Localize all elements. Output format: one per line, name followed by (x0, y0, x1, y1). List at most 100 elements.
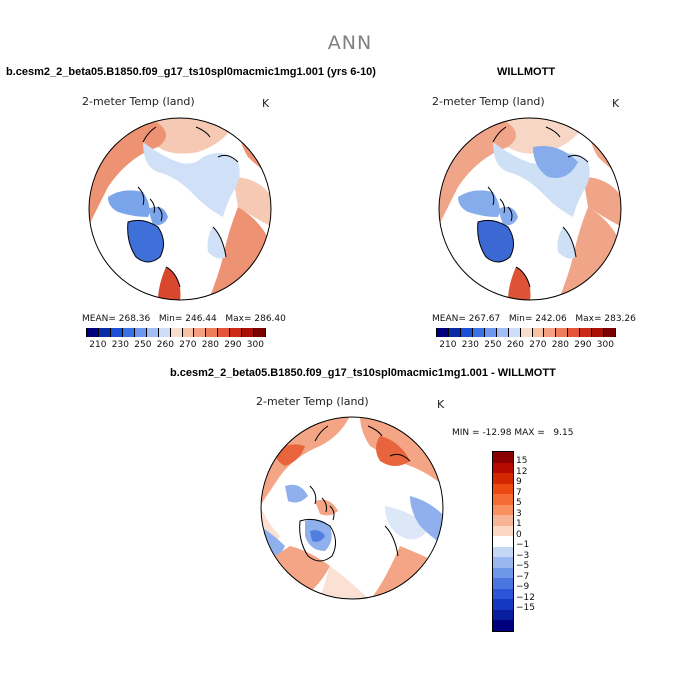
diff-max-value: 9.15 (553, 428, 574, 438)
model-mean-value: 268.36 (118, 314, 151, 324)
obs-colorbar-swatch (592, 328, 605, 337)
obs-colorbar-tick-label: 230 (461, 340, 479, 350)
model-mean-label: MEAN= (82, 314, 116, 324)
obs-min-label: Min= (508, 314, 533, 324)
diff-colorbar-swatch (493, 536, 513, 547)
obs-min-value: 242.06 (535, 314, 567, 324)
diff-colorbar-tick-label: 7 (516, 487, 522, 498)
model-colorbar-swatch (206, 328, 219, 337)
model-map-svg (88, 117, 272, 301)
model-colorbar-swatches (86, 328, 267, 337)
diff-colorbar-swatch (493, 567, 513, 578)
diff-colorbar-swatch (493, 504, 513, 515)
diff-stats: MIN = -12.98 MAX = 9.15 (452, 428, 573, 438)
obs-colorbar-tick-label: 300 (596, 340, 614, 350)
main-title: ANN (327, 32, 373, 54)
diff-colorbar-swatch (493, 525, 513, 536)
obs-polar-map (438, 117, 622, 301)
diff-colorbar (492, 451, 514, 632)
obs-mean-value: 267.67 (468, 314, 501, 324)
diff-colorbar-tick-label: 0 (516, 529, 522, 540)
model-colorbar-swatch (146, 328, 159, 337)
model-colorbar-swatch (110, 328, 123, 337)
model-colorbar-labels: 210 230 250 260 270 280 290 300 (86, 340, 266, 352)
diff-max-label: MAX = (514, 428, 545, 438)
obs-colorbar-swatch (436, 328, 449, 337)
obs-max-label: Max= (575, 314, 602, 324)
diff-colorbar-tick-label: 3 (516, 508, 522, 519)
obs-colorbar-tick-label: 250 (484, 340, 502, 350)
obs-colorbar-swatch (484, 328, 497, 337)
model-max-value: 286.40 (254, 314, 286, 324)
model-colorbar-swatch (158, 328, 171, 337)
diff-colorbar-tick-label: 15 (516, 456, 528, 466)
model-colorbar-swatch (122, 328, 135, 337)
diff-colorbar-swatch (493, 599, 513, 610)
obs-colorbar-tick-label: 210 (439, 340, 457, 350)
diff-colorbar-swatch (493, 546, 513, 557)
obs-colorbar-swatch (520, 328, 533, 337)
model-units-label: K (262, 97, 270, 110)
model-max-label: Max= (225, 314, 252, 324)
obs-colorbar-swatch (580, 328, 593, 337)
model-variable-label: 2-meter Temp (land) (82, 95, 195, 108)
obs-colorbar-swatch (496, 328, 509, 337)
obs-colorbar-swatch (556, 328, 569, 337)
diff-colorbar-tick-label: −7 (516, 571, 530, 582)
model-colorbar-swatch (230, 328, 243, 337)
model-stats: MEAN= 268.36 Min= 246.44 Max= 286.40 (82, 314, 286, 324)
obs-colorbar-tick-label: 260 (506, 340, 524, 350)
diff-colorbar-swatch (493, 620, 513, 631)
model-colorbar (86, 328, 267, 337)
obs-colorbar-labels: 210 230 250 260 270 280 290 300 (436, 340, 616, 352)
diff-title: b.cesm2_2_beta05.B1850.f09_g17_ts10spl0m… (170, 367, 556, 379)
diff-colorbar-swatch (493, 609, 513, 620)
diff-colorbar-tick-label: −1 (516, 540, 530, 550)
model-colorbar-swatch (254, 328, 267, 337)
obs-colorbar (436, 328, 617, 337)
obs-colorbar-swatch (448, 328, 461, 337)
model-colorbar-tick-label: 280 (201, 340, 219, 350)
diff-polar-map (260, 416, 444, 600)
obs-colorbar-swatch (604, 328, 617, 337)
diff-min-value: -12.98 (482, 428, 512, 438)
model-colorbar-tick-label: 210 (89, 340, 107, 350)
obs-map-svg (438, 117, 622, 301)
model-colorbar-tick-label: 300 (246, 340, 264, 350)
model-colorbar-swatch (98, 328, 111, 337)
obs-title: WILLMOTT (497, 66, 556, 78)
model-colorbar-tick-label: 270 (179, 340, 197, 350)
model-colorbar-swatch (134, 328, 147, 337)
model-colorbar-tick-label: 290 (224, 340, 242, 350)
model-case-title: b.cesm2_2_beta05.B1850.f09_g17_ts10spl0m… (6, 66, 376, 78)
obs-colorbar-swatch (460, 328, 473, 337)
diff-colorbar-tick-label: −15 (516, 603, 535, 613)
obs-colorbar-swatch (508, 328, 521, 337)
diff-colorbar-swatch (493, 515, 513, 526)
obs-colorbar-swatch (472, 328, 485, 337)
obs-stats: MEAN= 267.67 Min= 242.06 Max= 283.26 (432, 314, 636, 324)
diff-colorbar-labels: 15 12 9 7 5 3 1 0 −1 −3 −5 −7 −9 −12 −15 (490, 451, 540, 641)
diff-colorbar-tick-label: 9 (516, 477, 522, 487)
model-min-label: Min= (158, 314, 183, 324)
model-polar-map (88, 117, 272, 301)
obs-colorbar-tick-label: 280 (551, 340, 569, 350)
obs-colorbar-swatch (568, 328, 581, 337)
model-colorbar-swatch (86, 328, 99, 337)
model-colorbar-swatch (170, 328, 183, 337)
diff-colorbar-tick-label: −5 (516, 561, 530, 571)
obs-colorbar-swatch (544, 328, 557, 337)
obs-units-label: K (612, 97, 620, 110)
obs-mean-label: MEAN= (432, 314, 466, 324)
obs-colorbar-swatch (532, 328, 545, 337)
diff-units-label: K (437, 398, 445, 411)
model-colorbar-swatch (182, 328, 195, 337)
model-colorbar-tick-label: 230 (111, 340, 129, 350)
obs-colorbar-tick-label: 270 (529, 340, 547, 350)
model-colorbar-tick-label: 260 (156, 340, 174, 350)
diff-colorbar-tick-label: −3 (516, 550, 530, 561)
diff-colorbar-tick-label: 5 (516, 498, 522, 508)
diff-colorbar-swatch (493, 483, 513, 494)
model-colorbar-tick-label: 250 (134, 340, 152, 350)
diff-colorbar-swatch (493, 462, 513, 473)
